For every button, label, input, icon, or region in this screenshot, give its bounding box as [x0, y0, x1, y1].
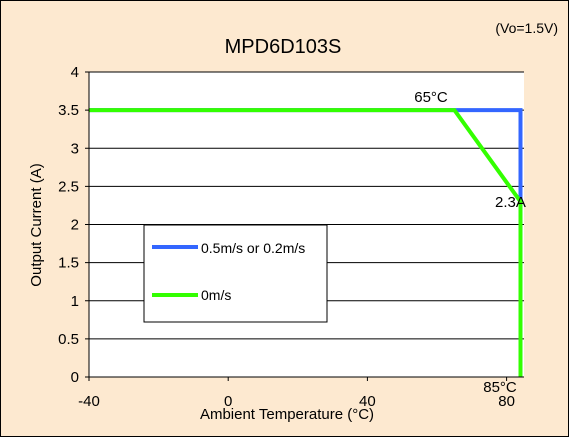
y-tick-label: 1 [71, 293, 79, 310]
y-tick-label: 3.5 [58, 102, 79, 119]
annotation-85c: 85°C [483, 379, 517, 396]
legend-label-fast: 0.5m/s or 0.2m/s [201, 240, 305, 256]
series-lines [89, 108, 523, 377]
y-tick-label: 4 [71, 64, 79, 81]
x-tick-labels: -40 0 40 80 [78, 377, 515, 410]
x-tick-label: 0 [224, 393, 232, 410]
x-tick-label: -40 [78, 393, 100, 410]
y-tick-label: 3 [71, 140, 79, 157]
annotation-65c: 65°C [414, 89, 448, 106]
y-tick-label: 2 [71, 217, 79, 234]
y-axis-label: Output Current (A) [28, 163, 45, 286]
legend-label-still: 0m/s [201, 287, 231, 303]
x-tick-label: 80 [498, 393, 515, 410]
x-axis-label: Ambient Temperature (°C) [200, 406, 374, 423]
y-tick-label: 1.5 [58, 255, 79, 272]
chart-title: MPD6D103S [225, 36, 342, 58]
series-line-still-air [89, 108, 523, 377]
annotation-2-3a: 2.3A [495, 194, 526, 211]
chart-subtitle: (Vo=1.5V) [495, 20, 558, 36]
y-tick-label: 2.5 [58, 178, 79, 195]
y-tick-label: 0 [71, 369, 79, 386]
y-tick-labels: 0 0.5 1 1.5 2 2.5 3 3.5 4 [58, 64, 89, 386]
legend: 0.5m/s or 0.2m/s 0m/s [143, 224, 328, 323]
y-tick-label: 0.5 [58, 331, 79, 348]
annotations: 65°C 2.3A 85°C [414, 89, 526, 396]
x-tick-label: 40 [359, 393, 376, 410]
legend-box [143, 224, 328, 323]
